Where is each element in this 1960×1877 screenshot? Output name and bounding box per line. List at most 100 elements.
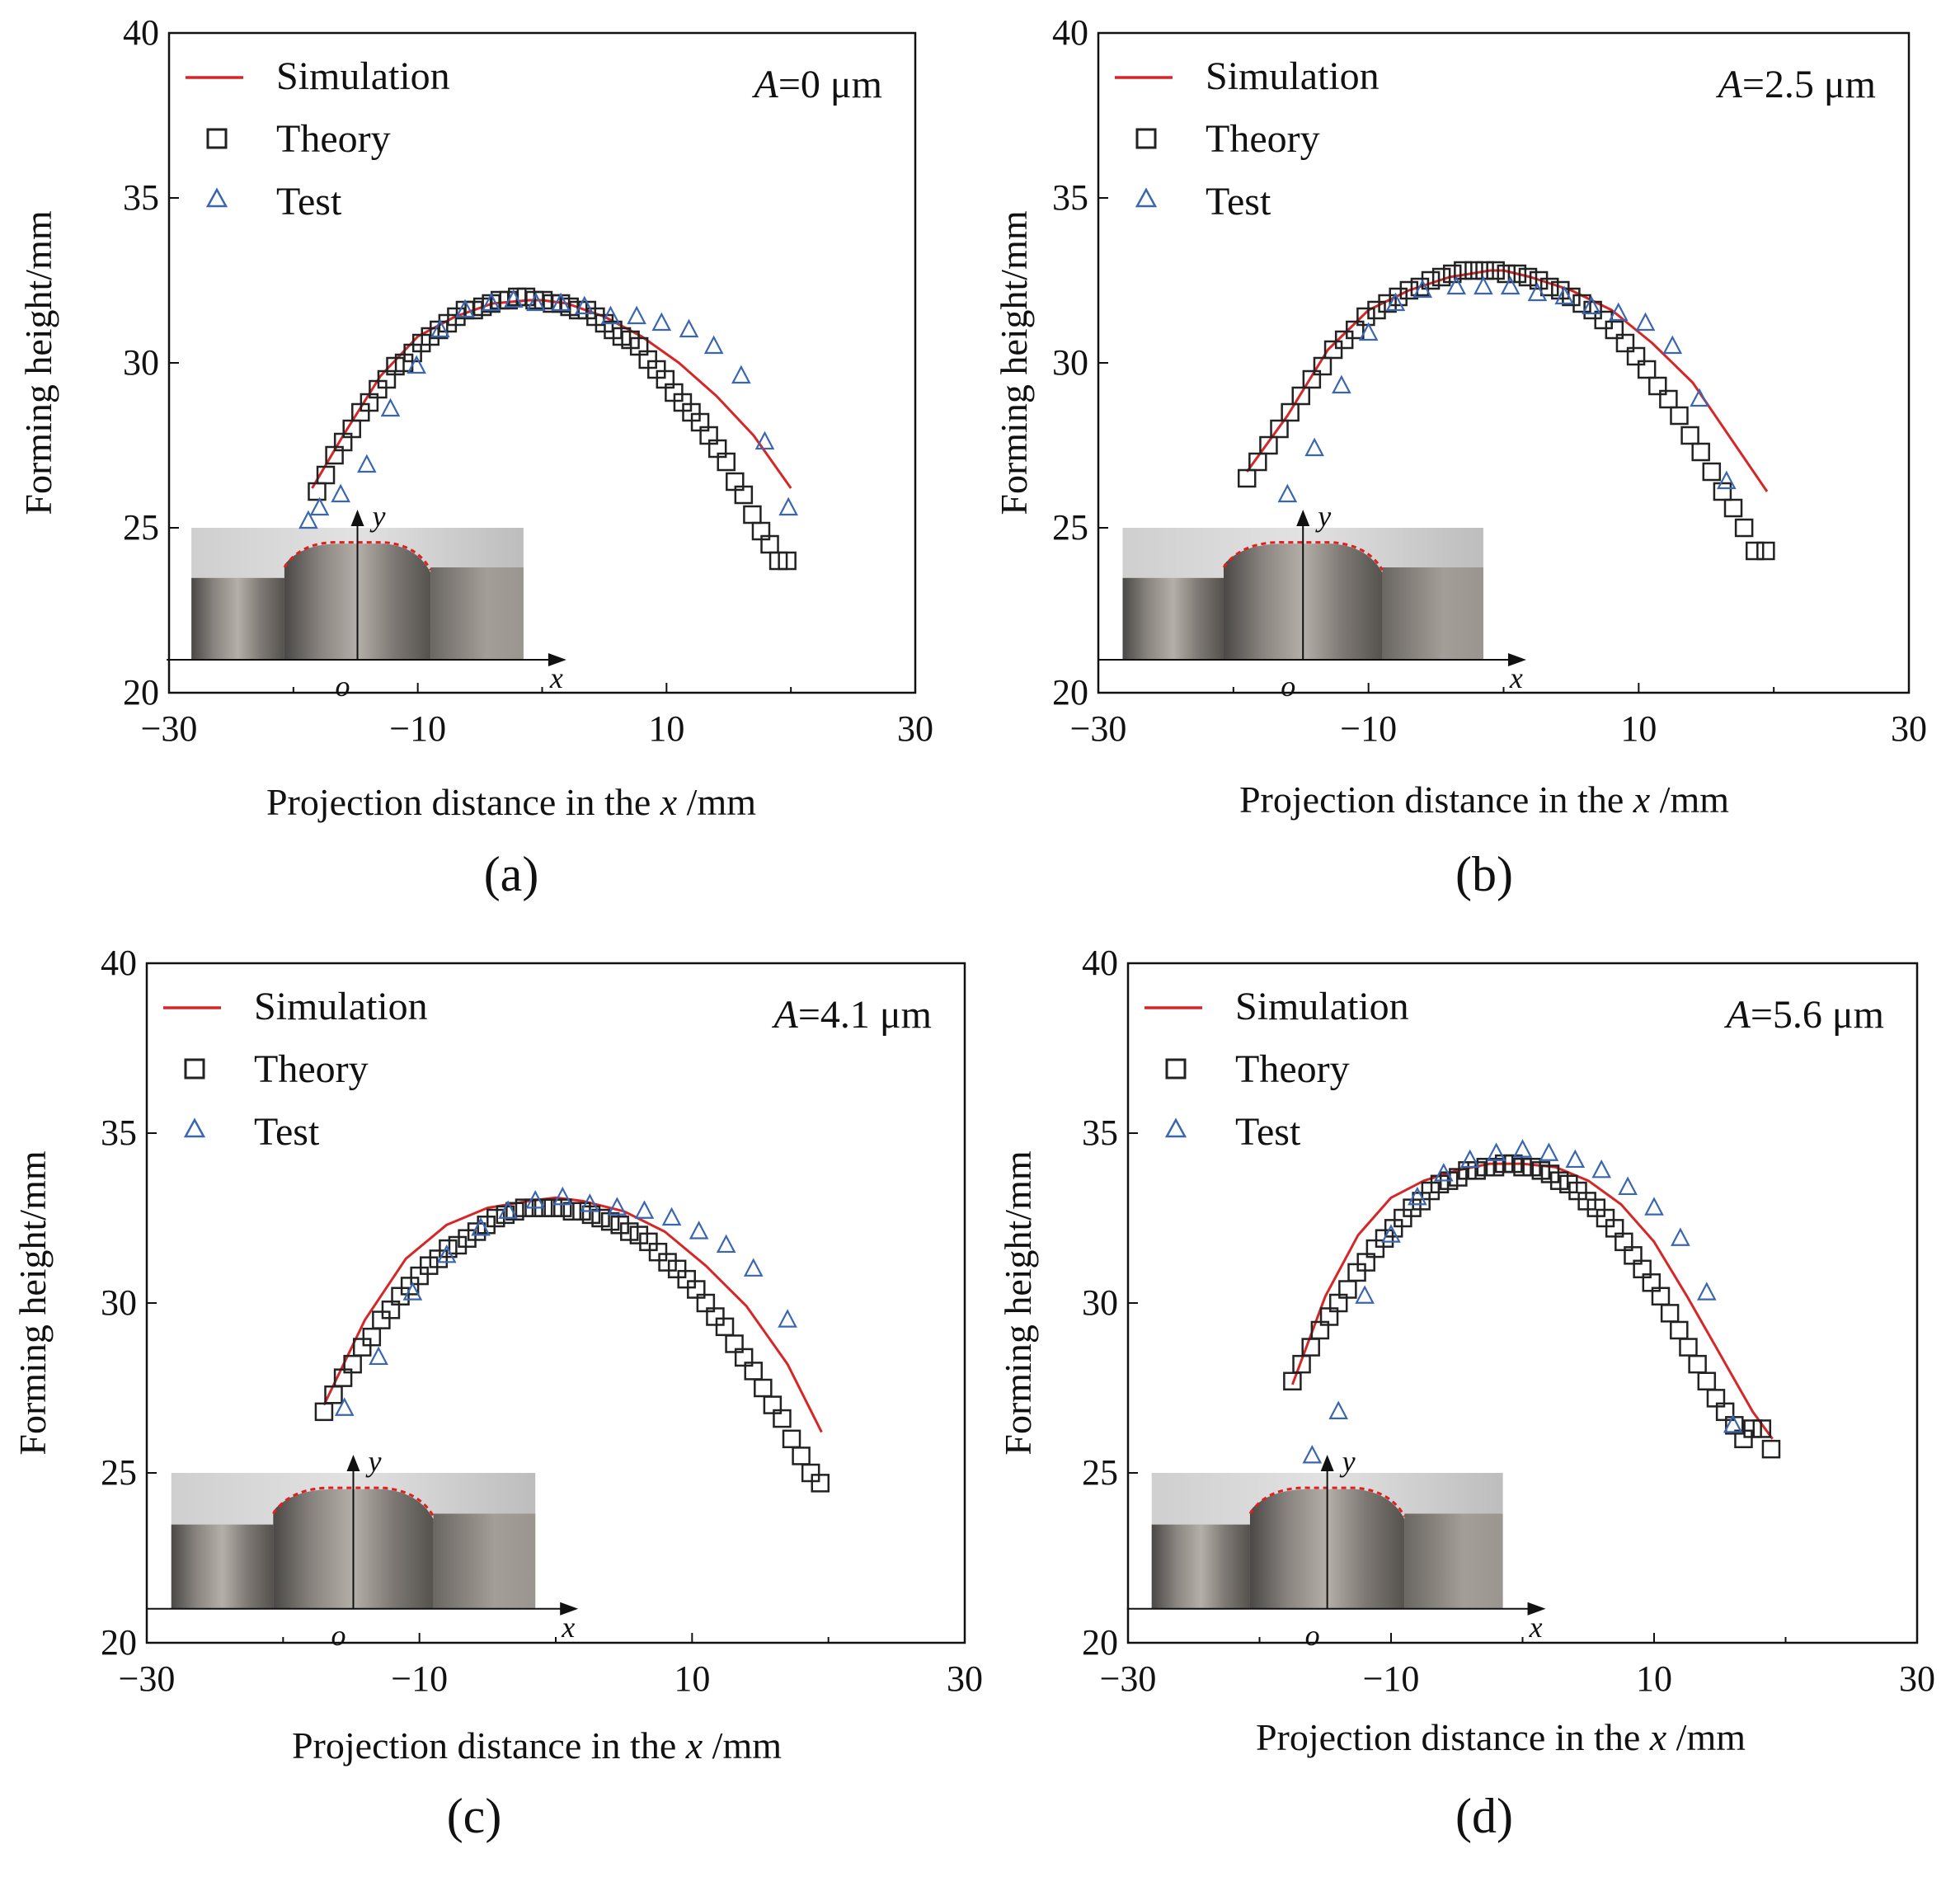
panel-label: (a): [484, 847, 539, 901]
test-point: [716, 1234, 736, 1254]
panel-c: −30 −10 10 30 20 25 30 35 40 Forming height/mm Pro…: [12, 943, 983, 1843]
test-point: [1671, 1227, 1690, 1246]
x-tick-label: −30: [119, 1658, 176, 1699]
amplitude-annotation: A=4.1 μm: [772, 993, 932, 1037]
theory-point: [1670, 1320, 1689, 1340]
theory-point: [648, 1242, 668, 1262]
test-point: [600, 305, 621, 325]
theory-point: [1562, 287, 1581, 307]
series-simulation: [1290, 1162, 1774, 1440]
y-tick-label: 35: [123, 177, 159, 218]
theory-point: [1259, 435, 1278, 455]
y-tick-label: 20: [101, 1622, 137, 1663]
test-point: [436, 1244, 457, 1263]
theory-point: [1464, 261, 1483, 280]
theory-point: [639, 1232, 658, 1252]
specimen-left-shoulder: [1122, 577, 1224, 660]
specimen-right-section: [430, 567, 524, 660]
series-test: [298, 289, 798, 529]
y-tick-label: 20: [1052, 672, 1088, 713]
theory-point: [1431, 267, 1451, 287]
inset-origin-label: o: [331, 1619, 345, 1652]
y-tick-label: 40: [1052, 12, 1088, 53]
inset-y-label: y: [1315, 500, 1331, 533]
test-point: [1608, 302, 1629, 322]
theory-point: [372, 1310, 391, 1329]
inset-x-label: x: [1529, 1611, 1543, 1644]
test-point: [551, 292, 571, 312]
test-point: [1539, 1142, 1559, 1161]
y-axis-title: Forming height/mm: [993, 210, 1035, 515]
theory-point: [1679, 1338, 1698, 1357]
x-axis-title-unit: /mm: [1666, 1716, 1746, 1758]
theory-point: [610, 1215, 629, 1235]
legend-test-swatch: [205, 187, 228, 208]
panel-d: −30 −10 10 30 20 25 30 35 40 Forming height/mm Pro…: [997, 943, 1935, 1843]
specimen-left-shoulder: [1151, 1524, 1250, 1609]
theory-point: [314, 1402, 334, 1422]
inset-y-arrow: [346, 1455, 360, 1471]
theory-point: [734, 1348, 754, 1367]
x-tick-label: 30: [1891, 708, 1927, 749]
test-point: [1635, 312, 1656, 332]
series-test: [1302, 1139, 1743, 1464]
profile-dashed-outline: [283, 541, 432, 571]
test-point: [481, 292, 501, 312]
theory-point: [324, 1385, 343, 1404]
y-tick-label: 40: [101, 943, 137, 983]
theory-point: [763, 1395, 783, 1414]
theory-point: [658, 1253, 677, 1272]
series-theory: [308, 287, 797, 571]
x-tick-label: −10: [1340, 708, 1397, 749]
test-point: [1408, 1186, 1427, 1206]
theory-point: [429, 1249, 449, 1268]
test-point: [380, 398, 401, 417]
amplitude-symbol: A: [752, 63, 779, 106]
legend-simulation-label: Simulation: [1206, 54, 1380, 98]
theory-point: [400, 1277, 420, 1296]
test-point: [331, 483, 350, 503]
series-theory: [1283, 1154, 1781, 1459]
test-point: [1474, 275, 1493, 295]
test-point: [731, 365, 751, 384]
test-point: [634, 1200, 655, 1219]
theory-point: [1615, 333, 1635, 353]
theory-point: [1389, 287, 1408, 307]
theory-point: [696, 1293, 716, 1313]
specimen-inset: x y o: [1126, 1445, 1546, 1652]
test-point: [1446, 275, 1466, 295]
x-axis-title: Projection distance in the x /mm: [1239, 779, 1729, 821]
legend-test-swatch: [1135, 187, 1158, 208]
test-point: [298, 510, 318, 529]
theory-point: [667, 1259, 687, 1279]
theory-point: [1723, 498, 1743, 518]
theory-point: [553, 1198, 572, 1217]
test-point: [503, 289, 524, 308]
legend-test-swatch: [183, 1117, 206, 1138]
inset-origin-label: o: [336, 670, 350, 703]
y-axis-title: Forming height/mm: [997, 1150, 1039, 1456]
series-simulation: [311, 299, 792, 489]
theory-point: [362, 1327, 382, 1347]
amplitude-value: =0 μm: [778, 63, 882, 106]
theory-point: [1237, 468, 1257, 488]
inset-x-arrow: [1527, 1602, 1546, 1616]
simulation-line: [1290, 1162, 1774, 1440]
test-point: [357, 454, 377, 473]
y-tick-label: 30: [123, 342, 159, 383]
legend-test-label: Test: [1235, 1110, 1301, 1154]
inset-y-arrow: [350, 510, 364, 526]
y-tick-label: 30: [1082, 1282, 1118, 1323]
x-axis-title-text: Projection distance in the: [266, 781, 660, 823]
test-point: [498, 1200, 518, 1219]
test-point: [1433, 1163, 1454, 1182]
test-point: [703, 335, 724, 355]
theory-point: [1291, 386, 1310, 406]
legend-test-label: Test: [276, 180, 342, 223]
theory-point: [1659, 389, 1678, 409]
x-axis-title: Projection distance in the x /mm: [292, 1724, 782, 1766]
test-point: [661, 1207, 682, 1226]
test-point: [1527, 282, 1548, 302]
inset-y-arrow: [1320, 1455, 1334, 1471]
specimen-inset: x y o: [146, 1445, 579, 1652]
